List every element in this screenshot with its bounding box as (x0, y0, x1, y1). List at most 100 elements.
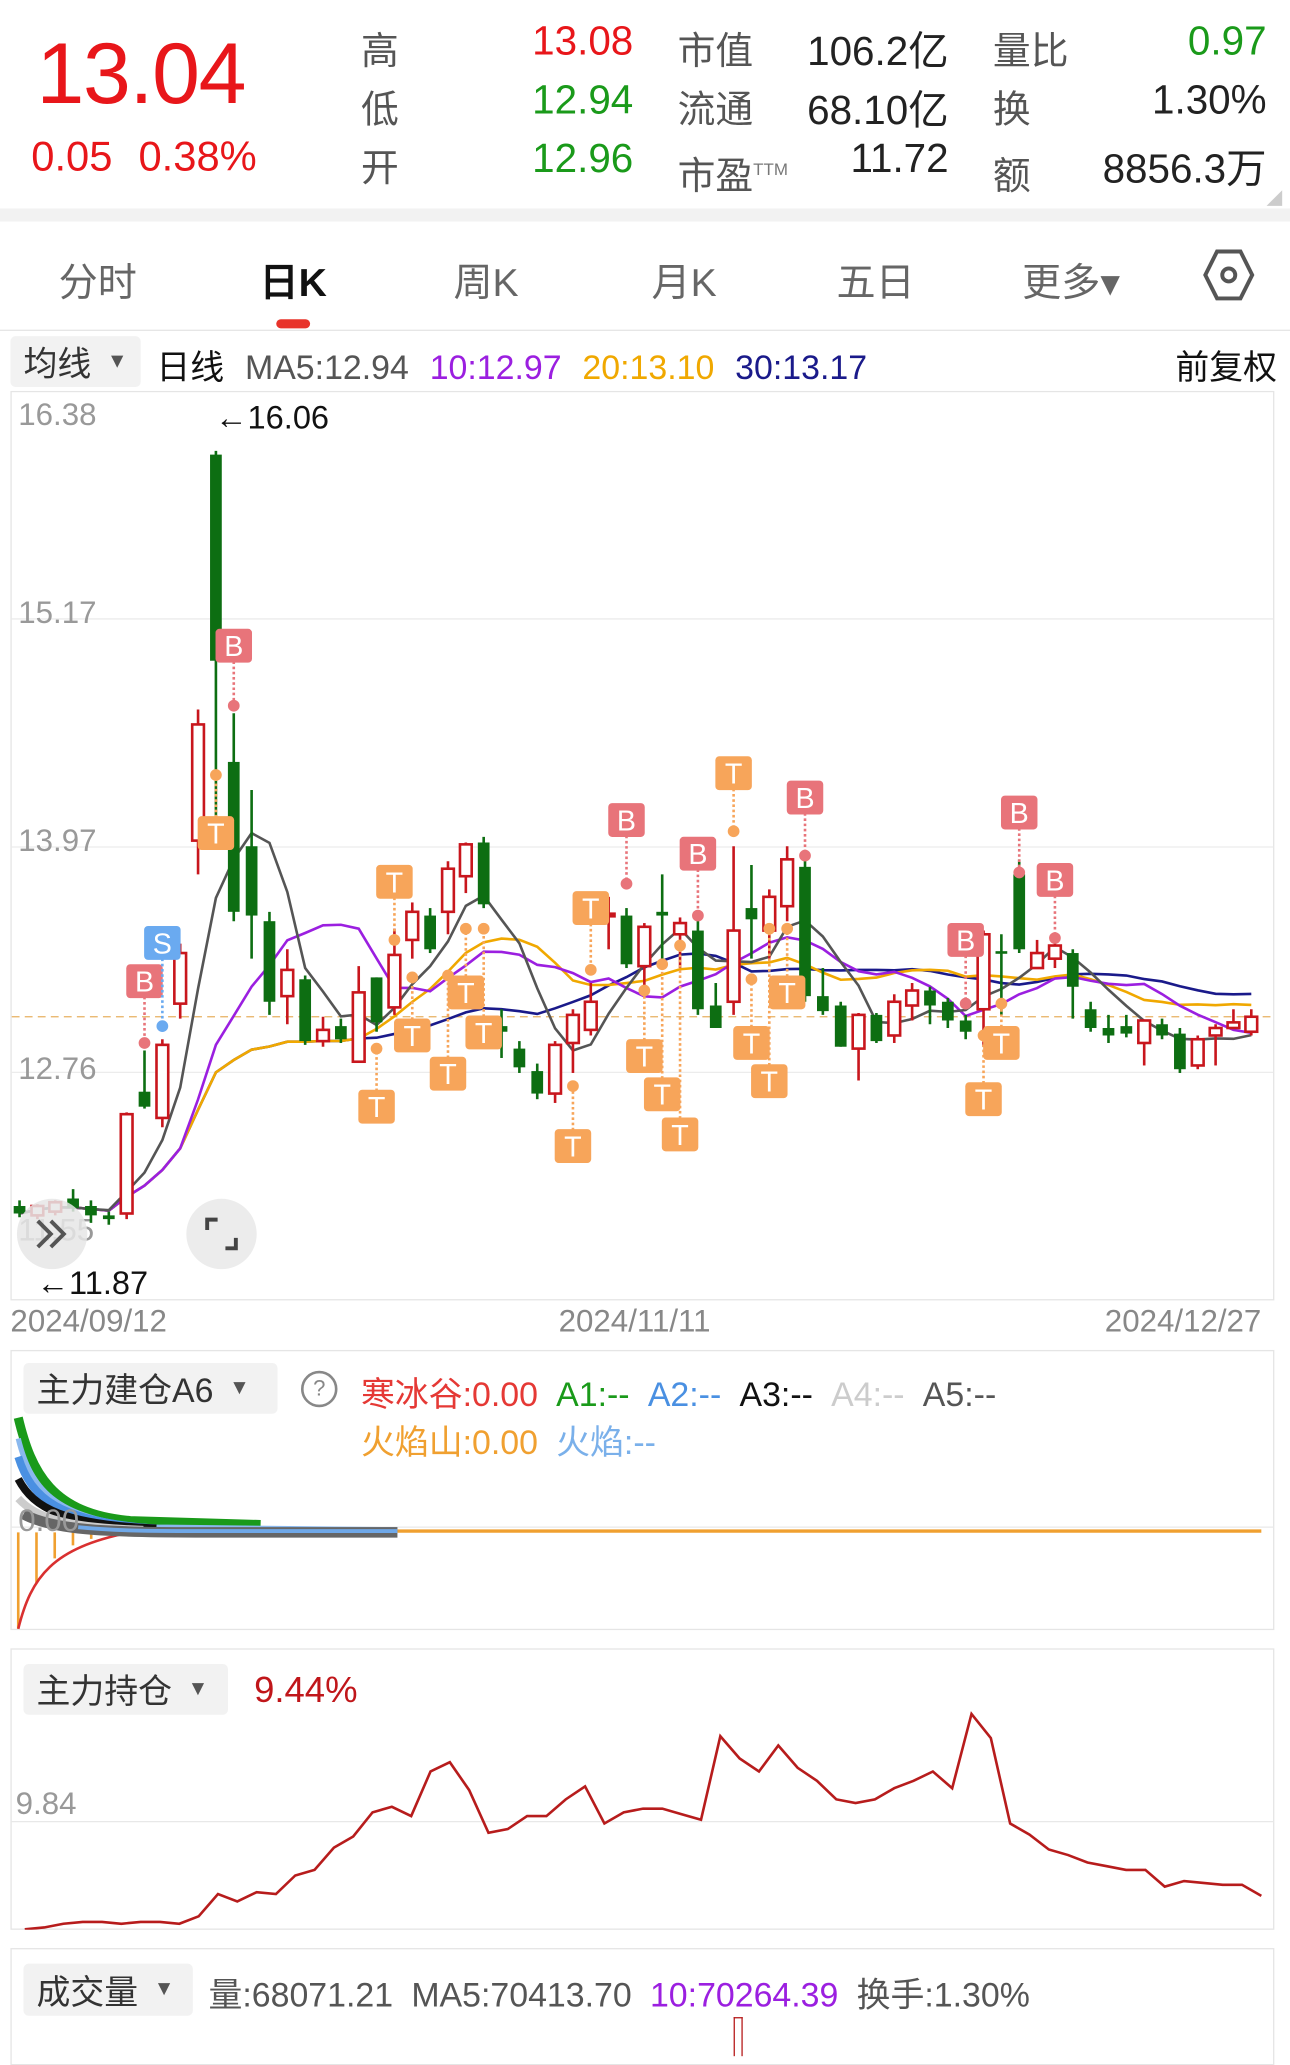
candle[interactable] (1102, 1014, 1115, 1043)
signal-T[interactable]: T (768, 922, 806, 1010)
candle[interactable] (370, 977, 383, 1032)
candle[interactable] (870, 1013, 883, 1043)
tab-4[interactable]: 五日 (836, 261, 915, 305)
candle[interactable] (335, 1018, 347, 1043)
candle[interactable] (1190, 1035, 1205, 1070)
candle[interactable] (1029, 939, 1045, 970)
candle[interactable] (959, 1014, 972, 1040)
signal-T[interactable]: T (358, 1042, 395, 1124)
candle[interactable] (440, 861, 456, 935)
signal-T[interactable]: T (661, 939, 699, 1152)
candle[interactable] (138, 1050, 151, 1109)
signal-T[interactable]: T (197, 769, 235, 851)
tab-2[interactable]: 周K (453, 261, 519, 305)
signal-B[interactable]: B (608, 803, 645, 890)
candle[interactable] (1156, 1018, 1168, 1040)
candle[interactable] (315, 1016, 331, 1047)
candle[interactable] (1226, 1009, 1241, 1030)
candle[interactable] (692, 919, 704, 1015)
question-circle-icon[interactable]: ? (300, 1370, 338, 1408)
candle[interactable] (424, 908, 436, 954)
candle[interactable] (637, 923, 652, 987)
signal-B[interactable]: B (679, 836, 717, 922)
a6-dropdown[interactable]: 主力建仓A6 ▼ (23, 1362, 278, 1414)
signal-T[interactable]: T (554, 1080, 592, 1163)
candle[interactable] (1244, 1009, 1259, 1036)
tab-0[interactable]: 分时 (58, 261, 137, 305)
candle[interactable] (119, 1112, 134, 1220)
candle[interactable] (816, 968, 829, 1015)
candle[interactable] (1137, 1019, 1152, 1066)
candle[interactable] (1208, 1024, 1223, 1066)
signal-B[interactable]: B (947, 922, 984, 1010)
candle[interactable] (1174, 1027, 1186, 1073)
candle[interactable] (1066, 949, 1079, 1019)
candle[interactable] (245, 790, 258, 959)
signal-T[interactable]: T (394, 971, 431, 1053)
signal-T[interactable]: T (465, 922, 502, 1050)
signal-B[interactable]: B (786, 780, 824, 862)
candle[interactable] (102, 1211, 115, 1225)
signal-B[interactable]: B (215, 628, 253, 712)
signal-T[interactable]: T (751, 922, 788, 1099)
candle[interactable] (263, 911, 276, 1015)
candle[interactable] (745, 864, 758, 959)
signal-T[interactable]: T (643, 958, 681, 1112)
candle[interactable] (13, 1200, 26, 1218)
candle[interactable] (513, 1041, 526, 1073)
expand-corner-icon[interactable] (1266, 190, 1283, 206)
candle[interactable] (458, 842, 473, 894)
signal-dot (745, 973, 758, 986)
tab-5[interactable]: 更多▾ (1022, 261, 1120, 305)
candle[interactable] (709, 983, 722, 1028)
candle[interactable] (351, 966, 366, 1064)
signal-T[interactable]: T (715, 756, 752, 838)
signal-T[interactable]: T (626, 984, 663, 1074)
signal-B[interactable]: B (1000, 795, 1038, 879)
candle[interactable] (656, 874, 669, 959)
candle[interactable] (85, 1200, 97, 1223)
candle[interactable] (779, 846, 795, 922)
candle[interactable] (547, 1041, 563, 1103)
candle[interactable] (565, 1009, 581, 1073)
candle[interactable] (924, 986, 936, 1025)
candle[interactable] (887, 994, 902, 1043)
tab-3[interactable]: 月K (651, 261, 717, 305)
holding-dropdown[interactable]: 主力持仓 ▼ (23, 1663, 229, 1715)
candle[interactable] (1120, 1014, 1133, 1038)
signal-S[interactable]: S (144, 926, 181, 1032)
candle[interactable] (405, 902, 420, 959)
candle[interactable] (583, 983, 598, 1036)
candle[interactable] (299, 975, 312, 1045)
signal-T[interactable]: T (983, 997, 1020, 1061)
signal-T[interactable]: T (429, 969, 467, 1091)
signal-B[interactable]: B (126, 964, 163, 1049)
adjust-mode-button[interactable]: 前复权 (1175, 347, 1277, 387)
tab-1[interactable]: 日K (259, 261, 327, 305)
settings-icon[interactable] (1203, 248, 1255, 303)
candle[interactable] (726, 846, 741, 1015)
candlestick-chart[interactable]: 16.3815.1713.9712.7611.55BSTBTTTTTTTTBTT… (0, 390, 1290, 1303)
collapse-button[interactable] (16, 1198, 88, 1270)
candle[interactable] (531, 1063, 544, 1100)
signal-T[interactable]: T (733, 973, 770, 1060)
signal-B[interactable]: B (1036, 863, 1074, 944)
candle[interactable] (941, 998, 954, 1028)
signal-dot (406, 971, 419, 984)
candle[interactable] (477, 836, 490, 909)
candle[interactable] (904, 983, 920, 1021)
candle[interactable] (620, 908, 633, 969)
ma-dropdown[interactable]: 均线 ▼ (10, 336, 141, 387)
candle[interactable] (851, 1013, 866, 1081)
candle[interactable] (155, 1039, 170, 1128)
signal-T[interactable]: T (572, 891, 610, 976)
expand-chart-button[interactable] (186, 1198, 257, 1270)
signal-T[interactable]: T (376, 864, 413, 946)
candle[interactable] (834, 1001, 847, 1047)
stat-value: 13.08 (532, 18, 634, 64)
candle[interactable] (280, 949, 295, 1025)
signal-T[interactable]: T (447, 922, 485, 1010)
volume-dropdown[interactable]: 成交量 ▼ (23, 1963, 193, 2016)
signal-badge (554, 1129, 592, 1163)
candle[interactable] (1084, 1001, 1097, 1032)
